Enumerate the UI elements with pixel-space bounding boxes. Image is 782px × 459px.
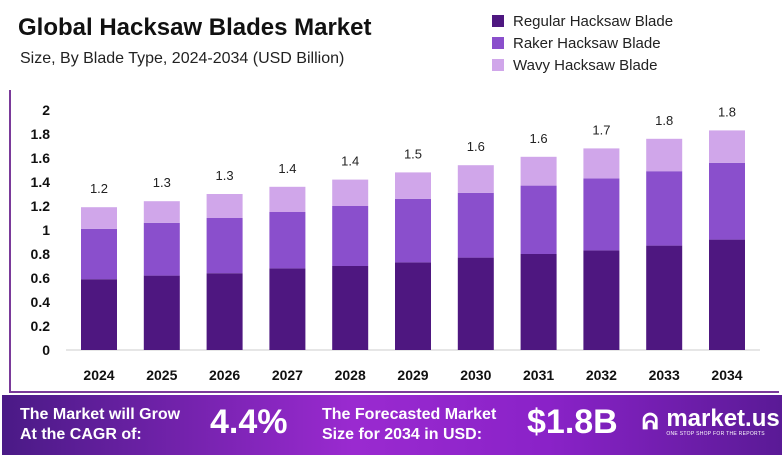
- footer-banner: The Market will Grow At the CAGR of: 4.4%…: [2, 395, 782, 455]
- bar-segment: [520, 185, 557, 254]
- forecast-label-line1: The Forecasted Market: [322, 406, 497, 423]
- bar-segment: [269, 212, 306, 269]
- forecast-label: The Forecasted Market Size for 2034 in US…: [322, 405, 496, 445]
- x-tick-label: 2033: [649, 367, 680, 383]
- bar-segment: [206, 273, 243, 350]
- bar-segment: [646, 171, 683, 246]
- brand-logo: ᕱ market.us ONE STOP SHOP FOR THE REPORTS: [642, 405, 780, 438]
- legend-swatch: [492, 37, 504, 49]
- total-data-label: 1.8: [718, 104, 736, 119]
- bar-segment: [457, 192, 494, 258]
- logo-icon: ᕱ: [642, 409, 659, 434]
- x-tick-label: 2028: [335, 367, 366, 383]
- cagr-label: The Market will Grow At the CAGR of:: [20, 405, 180, 445]
- bar-segment: [709, 130, 745, 163]
- x-tick-label: 2032: [586, 367, 617, 383]
- x-tick-label: 2030: [460, 367, 491, 383]
- x-tick-label: 2027: [272, 367, 303, 383]
- bar-segment: [332, 266, 369, 350]
- legend-item-raker: Raker Hacksaw Blade: [492, 32, 673, 54]
- chart-frame: [9, 90, 779, 393]
- bar-segment: [395, 262, 431, 350]
- y-tick-label: 0.2: [31, 318, 51, 334]
- cagr-label-line1: The Market will Grow: [20, 406, 181, 423]
- bar-segment: [143, 201, 180, 223]
- y-tick-label: 1.4: [31, 174, 51, 190]
- total-data-label: 1.5: [404, 146, 422, 161]
- bar-segment: [646, 138, 683, 172]
- bar-segment: [143, 275, 180, 350]
- x-tick-label: 2025: [146, 367, 177, 383]
- bar-segment: [81, 228, 117, 280]
- x-tick-label: 2031: [523, 367, 554, 383]
- legend-label: Regular Hacksaw Blade: [513, 12, 674, 30]
- bar-segment: [457, 165, 494, 193]
- bar-segment: [520, 156, 557, 186]
- cagr-label-line2: At the CAGR of:: [20, 426, 142, 443]
- legend-swatch: [492, 15, 504, 27]
- total-data-label: 1.2: [90, 181, 108, 196]
- bar-segment: [583, 250, 620, 350]
- chart-title: Global Hacksaw Blades Market: [18, 14, 372, 41]
- bar-segment: [269, 268, 306, 350]
- x-tick-label: 2024: [83, 367, 114, 383]
- bar-segment: [206, 194, 243, 218]
- legend-item-wavy: Wavy Hacksaw Blade: [492, 54, 673, 76]
- total-data-label: 1.3: [153, 175, 171, 190]
- brand-name: market.us: [666, 405, 780, 432]
- total-data-label: 1.3: [216, 168, 234, 183]
- total-data-label: 1.4: [278, 161, 296, 176]
- bar-segment: [143, 222, 180, 276]
- bar-segment: [269, 186, 306, 212]
- brand-tagline: ONE STOP SHOP FOR THE REPORTS: [666, 431, 765, 437]
- total-data-label: 1.4: [341, 154, 359, 169]
- bar-segment: [81, 207, 117, 229]
- y-tick-label: 2: [42, 102, 50, 118]
- bar-segment: [81, 279, 117, 350]
- x-tick-label: 2034: [711, 367, 742, 383]
- y-tick-label: 1.2: [31, 198, 51, 214]
- bar-segment: [332, 206, 369, 266]
- y-tick-label: 1.8: [31, 126, 51, 142]
- total-data-label: 1.8: [655, 113, 673, 128]
- bar-segment: [520, 254, 557, 350]
- y-tick-label: 0.4: [31, 294, 51, 310]
- legend-item-regular: Regular Hacksaw Blade: [492, 10, 673, 32]
- forecast-label-line2: Size for 2034 in USD:: [322, 426, 483, 443]
- y-tick-label: 1.6: [31, 150, 51, 166]
- x-tick-label: 2026: [209, 367, 240, 383]
- bar-chart: 0 0.2 0.4 0.6 0.8 1 1.2 1.4 1.6 1.8 2 1.2 2024 1.3 202…: [31, 102, 760, 383]
- legend-label: Wavy Hacksaw Blade: [513, 56, 658, 74]
- total-data-label: 1.6: [467, 139, 485, 154]
- cagr-value: 4.4%: [210, 403, 288, 441]
- legend: Regular Hacksaw Blade Raker Hacksaw Blad…: [492, 10, 673, 76]
- legend-swatch: [492, 59, 504, 71]
- y-tick-label: 0: [42, 342, 50, 358]
- bar-segment: [395, 172, 431, 199]
- total-data-label: 1.7: [592, 122, 610, 137]
- bar-segment: [709, 239, 745, 350]
- bar-segment: [395, 198, 431, 263]
- bar-segment: [332, 179, 369, 206]
- bar-segment: [583, 178, 620, 251]
- total-data-label: 1.6: [530, 131, 548, 146]
- legend-label: Raker Hacksaw Blade: [513, 34, 661, 52]
- y-tick-label: 0.8: [31, 246, 51, 262]
- bar-segment: [457, 257, 494, 350]
- y-tick-label: 0.6: [31, 270, 51, 286]
- bar-segment: [709, 162, 745, 240]
- x-tick-label: 2029: [397, 367, 428, 383]
- y-tick-label: 1: [42, 222, 50, 238]
- bar-segment: [583, 148, 620, 179]
- chart-subtitle: Size, By Blade Type, 2024-2034 (USD Bill…: [20, 50, 345, 67]
- forecast-value: $1.8B: [527, 403, 618, 441]
- bar-segment: [646, 245, 683, 350]
- bar-segment: [206, 218, 243, 274]
